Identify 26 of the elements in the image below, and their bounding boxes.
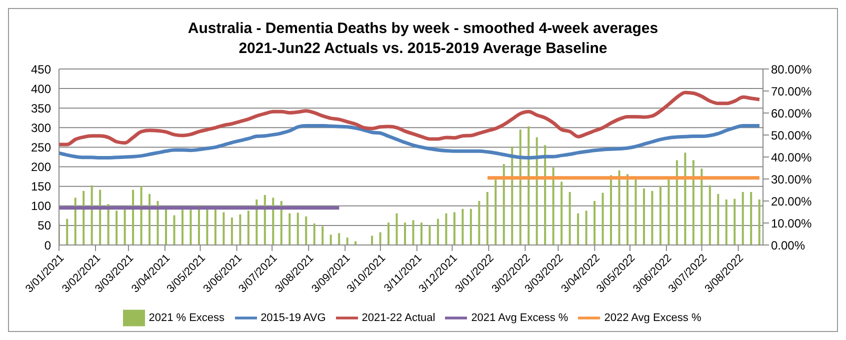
y2-tick-label: 60.00% [771,106,812,120]
y-tick-label: 50 [38,218,52,233]
y2-tick-label: 50.00% [771,128,812,142]
legend-label: 2021 Avg Excess % [471,312,568,324]
y2-tick-label: 30.00% [771,172,812,186]
y-tick-label: 0 [44,238,52,252]
legend-label: 2022 Avg Excess % [604,312,702,324]
legend-label: 2015-19 AVG [260,312,326,324]
y2-tick-label: 0.00% [771,238,806,252]
y2-tick-label: 20.00% [771,194,812,208]
y-tick-label: 250 [30,140,52,154]
chart-subtitle: 2021-Jun22 Actuals vs. 2015-2019 Average Baseline [238,39,608,59]
y2-tick-label: 70.00% [771,84,812,98]
legend-label: 2021-22 Actual [362,312,436,324]
y2-tick-label: 80.00% [771,62,812,76]
y2-tick-label: 40.00% [771,150,812,164]
legend-label: 2021 % Excess [148,312,225,324]
chart-title: Australia - Dementia Deaths by week - smoothed 4-week averages [186,19,660,39]
y-tick-label: 450 [30,62,52,76]
y-tick-label: 350 [30,101,52,116]
y-tick-label: 150 [30,180,52,194]
y-tick-label: 100 [30,199,52,214]
y-tick-label: 300 [30,120,52,135]
y-tick-label: 200 [30,160,52,174]
y2-tick-label: 10.00% [771,216,812,230]
y-tick-label: 400 [30,82,52,96]
